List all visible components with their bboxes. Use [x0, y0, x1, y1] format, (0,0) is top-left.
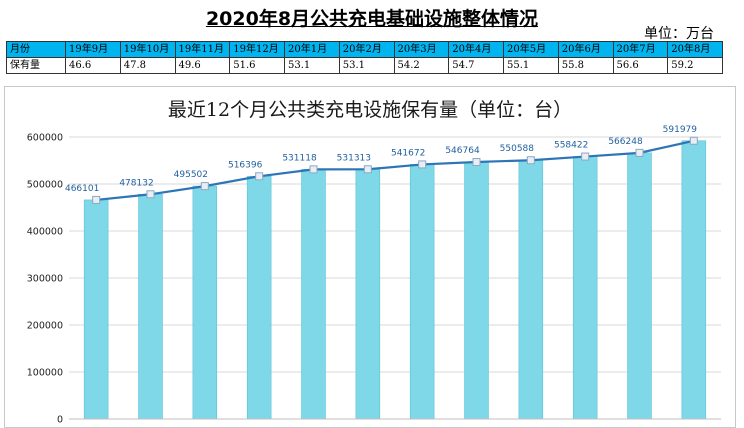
line-marker: [689, 136, 698, 145]
data-label: 478132: [119, 178, 153, 188]
value-cell: 49.6: [174, 57, 231, 74]
line-marker: [363, 165, 372, 174]
data-label: 516396: [228, 160, 263, 170]
data-label: 531118: [282, 153, 317, 163]
line-marker: [472, 158, 481, 167]
bar: [246, 175, 272, 420]
y-tick-label: 600000: [27, 133, 63, 144]
value-cell: 46.6: [65, 57, 121, 74]
month-cell: 19年10月: [119, 41, 176, 58]
bar: [627, 152, 652, 420]
data-label: 566248: [608, 137, 643, 147]
line-marker: [581, 152, 590, 161]
line-marker: [526, 156, 535, 165]
month-cell: 19年9月: [65, 41, 121, 58]
month-cell: 19年12月: [229, 41, 285, 58]
value-cell: 55.8: [557, 57, 614, 74]
y-tick-label: 500000: [27, 180, 63, 191]
line-marker: [418, 160, 427, 169]
bar: [409, 164, 435, 420]
line-marker: [255, 172, 264, 181]
month-cell: 20年2月: [338, 41, 395, 58]
month-cell: 20年5月: [503, 41, 559, 58]
bar: [192, 185, 218, 420]
chart-title: 最近12个月公共类充电设施保有量（单位：台）: [167, 99, 573, 121]
value-cell: 47.8: [119, 57, 176, 74]
line-marker: [635, 148, 644, 157]
value-cell: 54.7: [448, 57, 504, 74]
month-cell: 19年11月: [174, 41, 231, 58]
value-cell: 51.6: [229, 57, 285, 74]
data-label: 466101: [65, 184, 99, 194]
month-row-label: 月份: [6, 41, 66, 58]
data-label: 541672: [391, 148, 425, 158]
bar-line-chart: 0 100000 200000 300000 400000 500000 600000 466…: [27, 125, 721, 426]
value-cell: 55.1: [503, 57, 559, 74]
line-marker: [146, 190, 155, 199]
chart-panel: 最近12个月公共类充电设施保有量（单位：台） 0 100000 200000 3000…: [4, 86, 736, 428]
line-marker: [309, 165, 318, 174]
bar: [518, 159, 544, 420]
y-tick-label: 0: [57, 415, 63, 426]
bar: [138, 193, 163, 420]
month-cell: 20年7月: [612, 41, 669, 58]
y-tick-label: 400000: [27, 227, 63, 238]
line-marker: [92, 195, 101, 204]
unit-label: 单位：万台: [644, 26, 714, 42]
bar: [681, 140, 707, 420]
line-marker: [200, 182, 209, 191]
value-row: 保有量 46.6 47.8 49.6 51.6 53.1 53.1 54.2 5…: [6, 57, 723, 74]
bar: [355, 168, 381, 420]
value-cell: 54.2: [393, 57, 450, 74]
value-cell: 59.2: [667, 57, 723, 74]
data-label: 591979: [663, 125, 698, 135]
month-cell: 20年3月: [393, 41, 450, 58]
bar: [83, 199, 109, 420]
value-cell: 56.6: [612, 57, 669, 74]
data-label: 531313: [337, 153, 371, 163]
data-label: 495502: [174, 170, 208, 180]
value-row-label: 保有量: [6, 57, 66, 74]
month-cell: 20年1月: [284, 41, 340, 58]
summary-table: 月份 19年9月 19年10月 19年11月 19年12月 20年1月 20年2…: [6, 41, 723, 74]
bar: [572, 156, 598, 420]
bar: [301, 169, 326, 420]
y-tick-label: 300000: [27, 274, 63, 285]
bar: [464, 161, 489, 420]
data-label: 550588: [500, 144, 535, 154]
value-cell: 53.1: [284, 57, 340, 74]
y-tick-label: 200000: [27, 321, 63, 332]
month-row: 月份 19年9月 19年10月 19年11月 19年12月 20年1月 20年2…: [6, 41, 723, 58]
value-cell: 53.1: [338, 57, 395, 74]
y-tick-label: 100000: [27, 368, 63, 379]
page-title: 2020年8月公共充电基础设施整体情况: [205, 8, 539, 30]
month-cell: 20年4月: [448, 41, 504, 58]
month-cell: 20年6月: [557, 41, 614, 58]
data-label: 558422: [554, 141, 588, 151]
data-label: 546764: [445, 146, 480, 156]
month-cell: 20年8月: [667, 41, 723, 58]
trend-line: [96, 139, 695, 202]
